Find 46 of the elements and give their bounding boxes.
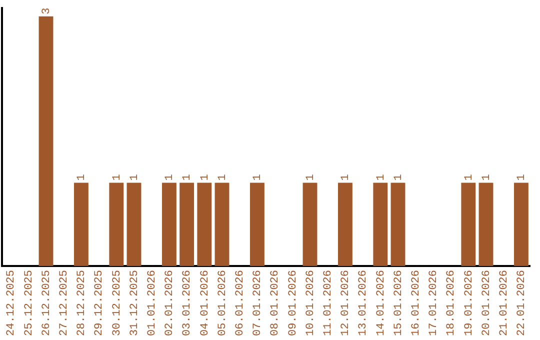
data-label: 1	[375, 174, 388, 181]
x-tick-label: 22.01.2026	[516, 270, 528, 336]
x-tick-label: 06.01.2026	[234, 270, 247, 336]
x-tick-label: 26.12.2025	[40, 270, 53, 336]
x-tick-label: 28.12.2025	[76, 270, 88, 336]
x-tick-label: 30.12.2025	[111, 270, 124, 336]
data-label: 1	[199, 174, 212, 181]
data-label: 3	[40, 8, 53, 14]
x-tick-label: 24.12.2025	[6, 270, 18, 336]
x-tick-label: 03.01.2026	[182, 270, 194, 336]
data-label: 1	[480, 174, 493, 181]
x-tick-label: 29.12.2025	[94, 270, 106, 336]
x-tick-label: 27.12.2025	[58, 270, 71, 336]
x-tick-label: 18.01.2026	[446, 270, 458, 336]
x-tick-label: 05.01.2026	[216, 270, 229, 336]
data-label: 1	[128, 174, 141, 181]
data-label: 1	[392, 174, 405, 181]
data-label: 1	[340, 174, 352, 181]
x-tick-label: 11.01.2026	[322, 270, 335, 336]
x-tick-label: 19.01.2026	[463, 270, 476, 336]
data-label: 1	[516, 174, 528, 181]
x-tick-label: 17.01.2026	[428, 270, 440, 336]
x-tick-label: 10.01.2026	[304, 270, 317, 336]
x-tick-label: 25.12.2025	[23, 270, 36, 336]
x-tick-label: 02.01.2026	[164, 270, 176, 336]
data-label: 1	[216, 174, 229, 181]
data-label: 1	[111, 174, 124, 181]
x-tick-label: 31.12.2025	[128, 270, 141, 336]
x-tick-label: 13.01.2026	[358, 270, 370, 336]
data-label: 1	[252, 174, 264, 181]
data-label: 1	[304, 174, 317, 181]
x-tick-label: 01.01.2026	[146, 270, 159, 336]
x-tick-label: 20.01.2026	[480, 270, 493, 336]
x-tick-label: 14.01.2026	[375, 270, 388, 336]
data-label: 1	[76, 174, 88, 181]
x-tick-label: 16.01.2026	[410, 270, 423, 336]
data-label: 1	[463, 174, 476, 181]
x-tick-label: 12.01.2026	[340, 270, 352, 336]
data-label: 1	[164, 174, 176, 181]
x-tick-label: 09.01.2026	[287, 270, 300, 336]
data-label: 1	[182, 174, 194, 181]
x-tick-label: 21.01.2026	[498, 270, 511, 336]
x-tick-label: 04.01.2026	[199, 270, 212, 336]
x-tick-label: 07.01.2026	[252, 270, 264, 336]
x-tick-label: 08.01.2026	[270, 270, 282, 336]
x-tick-label: 15.01.2026	[392, 270, 405, 336]
